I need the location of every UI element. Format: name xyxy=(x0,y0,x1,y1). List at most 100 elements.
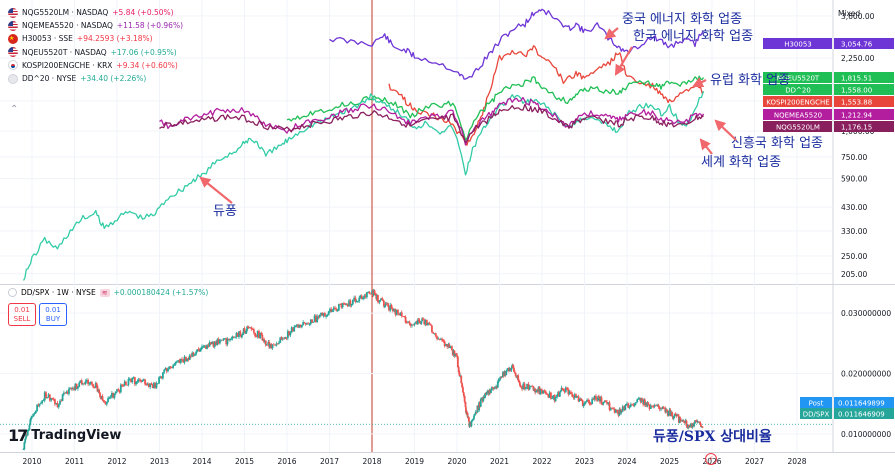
candle-body xyxy=(369,293,372,295)
candle-body xyxy=(65,391,68,393)
candle-body xyxy=(546,393,548,395)
candle-body xyxy=(389,304,392,311)
candle-body xyxy=(104,401,107,405)
candle-body xyxy=(247,327,250,328)
candle-body xyxy=(649,405,652,409)
candle-body xyxy=(354,297,357,302)
tradingview-logo[interactable]: 17 TradingView xyxy=(8,426,121,445)
candle-body xyxy=(514,372,517,376)
candle-body xyxy=(339,304,342,305)
candle-body xyxy=(474,411,477,415)
candle-body xyxy=(405,322,408,324)
candle-body xyxy=(252,329,255,333)
candle-body xyxy=(443,341,446,347)
candle-body xyxy=(541,389,543,394)
candle-body xyxy=(383,305,386,307)
ratio-price-label-value: 0.011646909 xyxy=(838,411,885,419)
candle-body xyxy=(321,312,324,316)
candle-body xyxy=(575,394,577,398)
scale-mode-label[interactable]: Mixed xyxy=(838,9,861,18)
candle-body xyxy=(672,416,675,419)
price-tag-value-bg xyxy=(834,72,894,83)
y-tick-label: 0.020000000 xyxy=(841,370,891,379)
price-tag-name: NQG5520LM xyxy=(776,124,820,132)
candle-body xyxy=(348,300,350,307)
candle-body xyxy=(93,387,96,389)
candle-body xyxy=(621,406,624,412)
candle-body xyxy=(473,415,475,419)
candle-body xyxy=(577,396,580,402)
lower-pane-symbol[interactable]: DD/SPX · 1W · NYSE xyxy=(21,288,96,297)
collapse-legend-icon[interactable]: ⌃ xyxy=(10,104,19,115)
korea-flag-icon xyxy=(8,60,18,71)
candle-body xyxy=(657,404,660,408)
candle-body xyxy=(666,409,668,412)
candle-body xyxy=(461,383,463,388)
candle-body xyxy=(399,312,402,316)
candle-body xyxy=(163,369,166,373)
candle-body xyxy=(285,337,288,339)
candle-body xyxy=(251,328,254,330)
us-flag-icon xyxy=(8,20,18,31)
candle-body xyxy=(246,327,248,331)
legend-row-h30053[interactable]: H30053 · SSE +94.2593 (+3.18%) xyxy=(8,32,183,45)
candle-body xyxy=(608,402,611,410)
candle-body xyxy=(141,379,144,382)
candle-body xyxy=(320,312,322,315)
candle-body xyxy=(78,382,81,387)
legend-row-kospi200engche[interactable]: KOSPI200ENGCHE · KRX +9.34 (+0.60%) xyxy=(8,59,183,72)
candle-body xyxy=(178,360,181,363)
candle-body xyxy=(329,308,331,312)
candle-body xyxy=(158,377,160,384)
legend-symbol: NQG5520LM · NASDAQ xyxy=(22,8,109,17)
buy-button[interactable]: 0.01 BUY xyxy=(39,303,67,326)
candle-body xyxy=(26,429,29,436)
candle-body xyxy=(70,387,73,389)
series-line-h30053 xyxy=(329,8,705,80)
candle-body xyxy=(592,398,595,400)
candle-body xyxy=(471,419,474,422)
sell-button[interactable]: 0.01 SELL xyxy=(8,303,36,326)
candle-body xyxy=(689,425,691,428)
candle-body xyxy=(230,338,233,340)
candle-body xyxy=(135,381,138,385)
candle-body xyxy=(643,399,646,406)
candle-body xyxy=(278,342,280,344)
candle-body xyxy=(505,370,508,376)
x-tick-label: 2019 xyxy=(405,457,424,466)
legend-change: +34.40 (+2.26%) xyxy=(80,73,147,83)
legend-row-dd20[interactable]: DD^20 · NYSE +34.40 (+2.26%) xyxy=(8,72,183,85)
candle-body xyxy=(491,387,494,389)
candle-body xyxy=(597,396,599,401)
candle-body xyxy=(479,399,482,407)
candle-body xyxy=(674,413,677,415)
lightning-icon[interactable]: ⚡ xyxy=(705,453,717,465)
legend-row-nqemea5520[interactable]: NQEMEA5520 · NASDAQ +11.58 (+0.96%) xyxy=(8,19,183,32)
ratio-price-label-name: Post xyxy=(809,400,824,408)
arrow-emerging xyxy=(714,119,737,141)
candle-body xyxy=(77,386,79,389)
legend-symbol: H30053 · SSE xyxy=(22,34,73,44)
legend-row-nqeu5520t[interactable]: NQEU5520T · NASDAQ +17.06 (+0.95%) xyxy=(8,46,183,59)
candle-body xyxy=(186,358,189,362)
candle-body xyxy=(31,416,33,418)
candle-body xyxy=(57,404,60,408)
y-tick-label: 0.010000000 xyxy=(841,430,891,439)
candle-body xyxy=(445,344,447,347)
candle-body xyxy=(270,343,273,349)
x-tick-label: 2021 xyxy=(490,457,509,466)
candle-body xyxy=(633,403,636,406)
candle-body xyxy=(418,320,421,323)
candle-body xyxy=(350,303,353,306)
candle-body xyxy=(351,299,354,304)
candle-body xyxy=(460,376,463,384)
candle-body xyxy=(427,322,429,326)
candle-body xyxy=(462,387,464,393)
legend-row-nqg5520lm[interactable]: NQG5520LM · NASDAQ +5.84 (+0.50%) xyxy=(8,6,183,19)
candle-body xyxy=(388,306,390,311)
candle-body xyxy=(169,366,172,368)
candle-body xyxy=(457,367,460,373)
candle-body xyxy=(303,322,306,323)
candle-body xyxy=(95,382,98,386)
candle-body xyxy=(428,322,431,324)
